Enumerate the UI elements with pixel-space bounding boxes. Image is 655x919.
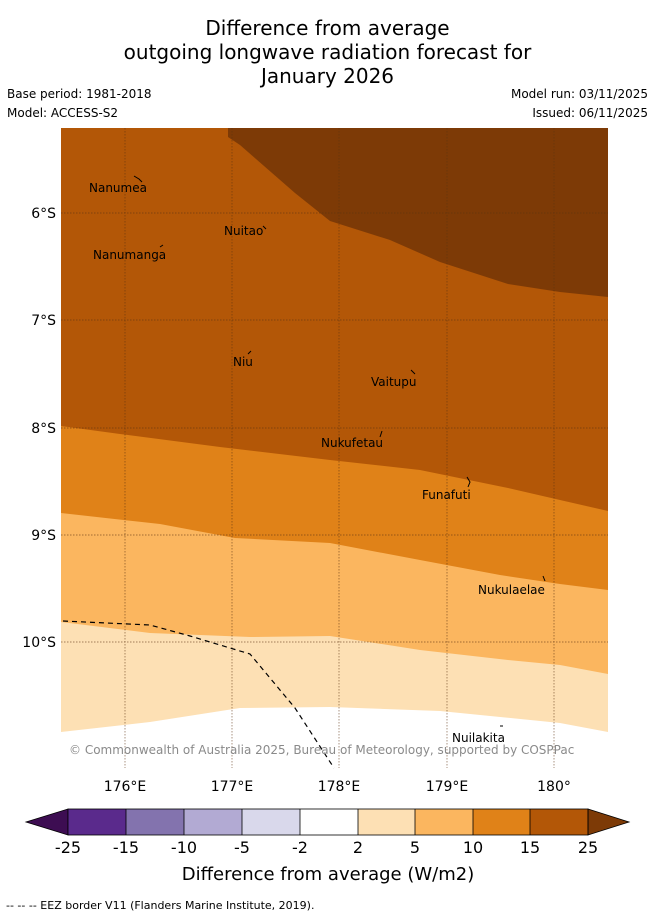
band-above-25 [228,128,608,297]
colorbar-dividers [125,809,531,835]
place-funafuti: Funafuti [422,488,471,502]
place-nukufetau: Nukufetau [321,436,383,450]
map-panel: Nanumea Nuitao Nanumanga Niu Vaitupu Nuk… [61,128,608,769]
colorbar-seg-neg25-neg15 [68,809,126,835]
base-period: Base period: 1981-2018 [7,87,152,101]
map-title: Difference from average outgoing longwav… [0,16,655,88]
place-nuitao: Nuitao [224,224,263,238]
colorbar-label: Difference from average (W/m2) [182,864,474,885]
colorbar-seg-15-25 [530,809,588,835]
colorbar-seg-neg2-2 [300,809,358,835]
y-tick-7S: 7°S [31,313,56,329]
island-niu [247,350,252,355]
title-line-1: Difference from average [205,16,450,40]
x-tick-179E: 179°E [426,779,469,795]
cb-tick-5: 5 [410,838,420,857]
band-near-zero [61,707,608,768]
place-niu: Niu [233,355,253,369]
x-tick-176E: 176°E [104,779,147,795]
place-nanumea: Nanumea [89,181,147,195]
y-tick-9S: 9°S [31,528,56,544]
x-tick-178E: 178°E [318,779,361,795]
place-nukulaelae: Nukulaelae [478,583,545,597]
model-name: Model: ACCESS-S2 [7,106,119,120]
axis-labels: 176°E 177°E 178°E 179°E 180° 6°S 7°S 8°S… [22,206,571,795]
island-nanumanga [159,244,164,248]
cb-tick-neg2: -2 [292,838,308,857]
island-nanumea [133,175,143,183]
place-vaitupu: Vaitupu [371,375,417,389]
place-labels: Nanumea Nuitao Nanumanga Niu Vaitupu Nuk… [89,181,545,745]
colorbar-frame [67,808,589,836]
copyright-notice: © Commonwealth of Australia 2025, Bureau… [69,743,574,757]
place-nuilakita: Nuilakita [452,731,505,745]
eez-border [62,620,335,769]
x-tick-177E: 177°E [211,779,254,795]
title-line-3: January 2026 [260,64,395,88]
colorbar: -25 -15 -10 -5 -2 2 5 10 15 25 Differenc… [24,808,631,885]
place-nanumanga: Nanumanga [93,248,166,262]
colorbar-seg-2-5 [358,809,415,835]
island-nukulaelae [542,575,546,582]
title-line-2: outgoing longwave radiation forecast for [123,40,532,64]
colorbar-seg-neg15-neg10 [126,809,184,835]
island-funafuti [466,476,471,488]
colorbar-arrow-low [24,808,69,836]
y-tick-6S: 6°S [31,206,56,222]
y-tick-10S: 10°S [22,635,56,651]
issued-date: Issued: 06/11/2025 [532,106,648,120]
cb-tick-neg15: -15 [113,838,139,857]
colorbar-seg-10-15 [473,809,530,835]
island-nuitao [262,225,267,230]
colorbar-seg-neg10-neg5 [184,809,242,835]
x-tick-180: 180° [537,779,571,795]
colorbar-arrow-high [587,808,631,836]
colorbar-seg-neg5-neg2 [242,809,300,835]
cb-tick-neg25: -25 [55,838,81,857]
cb-tick-neg5: -5 [234,838,250,857]
island-outlines [133,175,546,727]
cb-tick-25: 25 [578,838,598,857]
cb-tick-15: 15 [520,838,540,857]
colorbar-seg-5-10 [415,809,473,835]
gridlines [61,128,608,768]
model-run: Model run: 03/11/2025 [510,87,648,101]
cb-tick-2: 2 [353,838,363,857]
eez-legend-note: -- -- -- EEZ border V11 (Flanders Marine… [6,899,315,912]
y-tick-8S: 8°S [31,421,56,437]
island-vaitupu [410,369,416,375]
cb-tick-neg10: -10 [171,838,197,857]
colorbar-ticks: -25 -15 -10 -5 -2 2 5 10 15 25 [55,838,598,857]
island-nukufetau [379,430,383,438]
cb-tick-10: 10 [463,838,483,857]
